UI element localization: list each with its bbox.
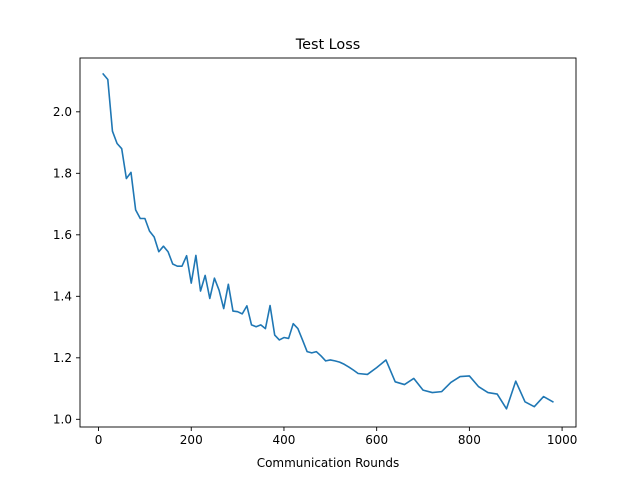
y-tick-label: 1.0	[53, 412, 72, 426]
y-tick-label: 1.2	[53, 351, 72, 365]
plot-background	[80, 58, 576, 427]
y-tick-label: 1.8	[53, 166, 72, 180]
chart-title: Test Loss	[295, 37, 360, 53]
y-axis-ticks: 1.0 1.2 1.4 1.6 1.8 2.0	[53, 105, 80, 426]
x-tick-label: 400	[273, 433, 296, 447]
x-tick-label: 200	[180, 433, 203, 447]
plot-frame	[79, 57, 577, 428]
x-tick-label: 1000	[547, 433, 578, 447]
x-tick-label: 800	[458, 433, 481, 447]
y-tick-label: 1.6	[53, 228, 72, 242]
x-tick-label: 0	[95, 433, 103, 447]
x-axis-label: Communication Rounds	[257, 456, 400, 470]
y-tick-label: 2.0	[53, 105, 72, 119]
x-axis-ticks: 0 200 400 600 800 1000	[95, 427, 578, 447]
y-tick-label: 1.4	[53, 289, 72, 303]
series-line	[102, 72, 554, 410]
x-tick-label: 600	[365, 433, 388, 447]
